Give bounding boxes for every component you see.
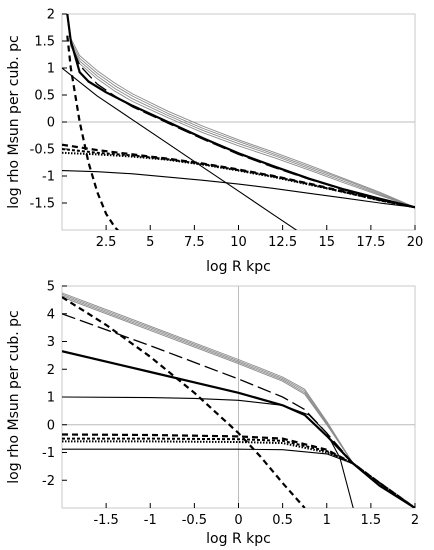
x-tick-label: 20 — [407, 235, 424, 250]
y-tick-label: -0.5 — [30, 143, 55, 158]
y-tick-label: 1 — [47, 391, 55, 406]
y-tick-label: 1.5 — [34, 35, 55, 50]
series-line-1 — [66, 14, 415, 208]
x-tick-label: 10 — [230, 235, 247, 250]
series-line-12 — [62, 170, 415, 208]
series-line-3 — [66, 14, 415, 208]
series-line-10 — [62, 148, 415, 209]
y-tick-label: 5 — [47, 280, 55, 295]
x-tick-label: 0 — [234, 513, 242, 528]
x-tick-label: 17.5 — [356, 235, 385, 250]
y-tick-label: 3 — [47, 335, 55, 350]
x-tick-label: -0.5 — [182, 513, 207, 528]
y-tick-label: -2 — [42, 474, 55, 489]
y-tick-label: 2 — [47, 363, 55, 378]
series-line-8 — [66, 35, 120, 230]
y-tick-label: -1.5 — [30, 197, 55, 212]
x-tick-label: 2.5 — [96, 235, 117, 250]
series-line-8 — [62, 396, 354, 508]
y-tick-label: 2 — [47, 8, 55, 23]
x-tick-label: 12.5 — [268, 235, 297, 250]
y-tick-label: 0.5 — [34, 89, 55, 104]
series-line-12 — [62, 448, 415, 508]
y-tick-label: -1 — [42, 446, 55, 461]
x-tick-label: 7.5 — [184, 235, 205, 250]
x-axis-label: log R kpc — [206, 531, 271, 547]
chart-panel-top: 2 1.5 1 0.5 0 -0.5 -1 -1.5 2.5 5 7.5 10 12.5 15 17.5 20… — [6, 8, 423, 276]
y-tick-label: -1 — [42, 170, 55, 185]
x-tick-label: 1.5 — [361, 513, 382, 528]
y-axis-label: log rho Msun per cub. pc — [6, 35, 22, 208]
x-tick-label: 15 — [318, 235, 335, 250]
y-tick-label: 4 — [47, 307, 55, 322]
series-line-11 — [62, 440, 415, 508]
x-tick-label: 1 — [323, 513, 331, 528]
x-tick-label: -1 — [144, 513, 157, 528]
x-axis-label: log R kpc — [206, 259, 271, 275]
x-tick-label: 2 — [411, 513, 419, 528]
series-line-2 — [66, 14, 415, 208]
series-line-6 — [62, 313, 415, 508]
x-tick-label: 5 — [146, 235, 154, 250]
series-line-11 — [62, 151, 415, 209]
y-axis-label: log rho Msun per cub. pc — [6, 310, 22, 483]
x-tick-label: 0.5 — [272, 513, 293, 528]
series-line-5 — [62, 296, 306, 508]
series-line-7 — [62, 67, 298, 230]
x-tick-label: -1.5 — [93, 513, 118, 528]
y-tick-label: 0 — [47, 116, 55, 131]
y-tick-label: 1 — [47, 62, 55, 77]
series-line-6 — [66, 14, 415, 208]
y-tick-label: 0 — [47, 418, 55, 433]
series-line-4 — [66, 14, 415, 208]
chart-panel-bottom: 5 4 3 2 1 0 -1 -2 -1.5 -1 -0.5 0 0.5 1 1.5 2 log R kpc lo… — [6, 280, 419, 548]
